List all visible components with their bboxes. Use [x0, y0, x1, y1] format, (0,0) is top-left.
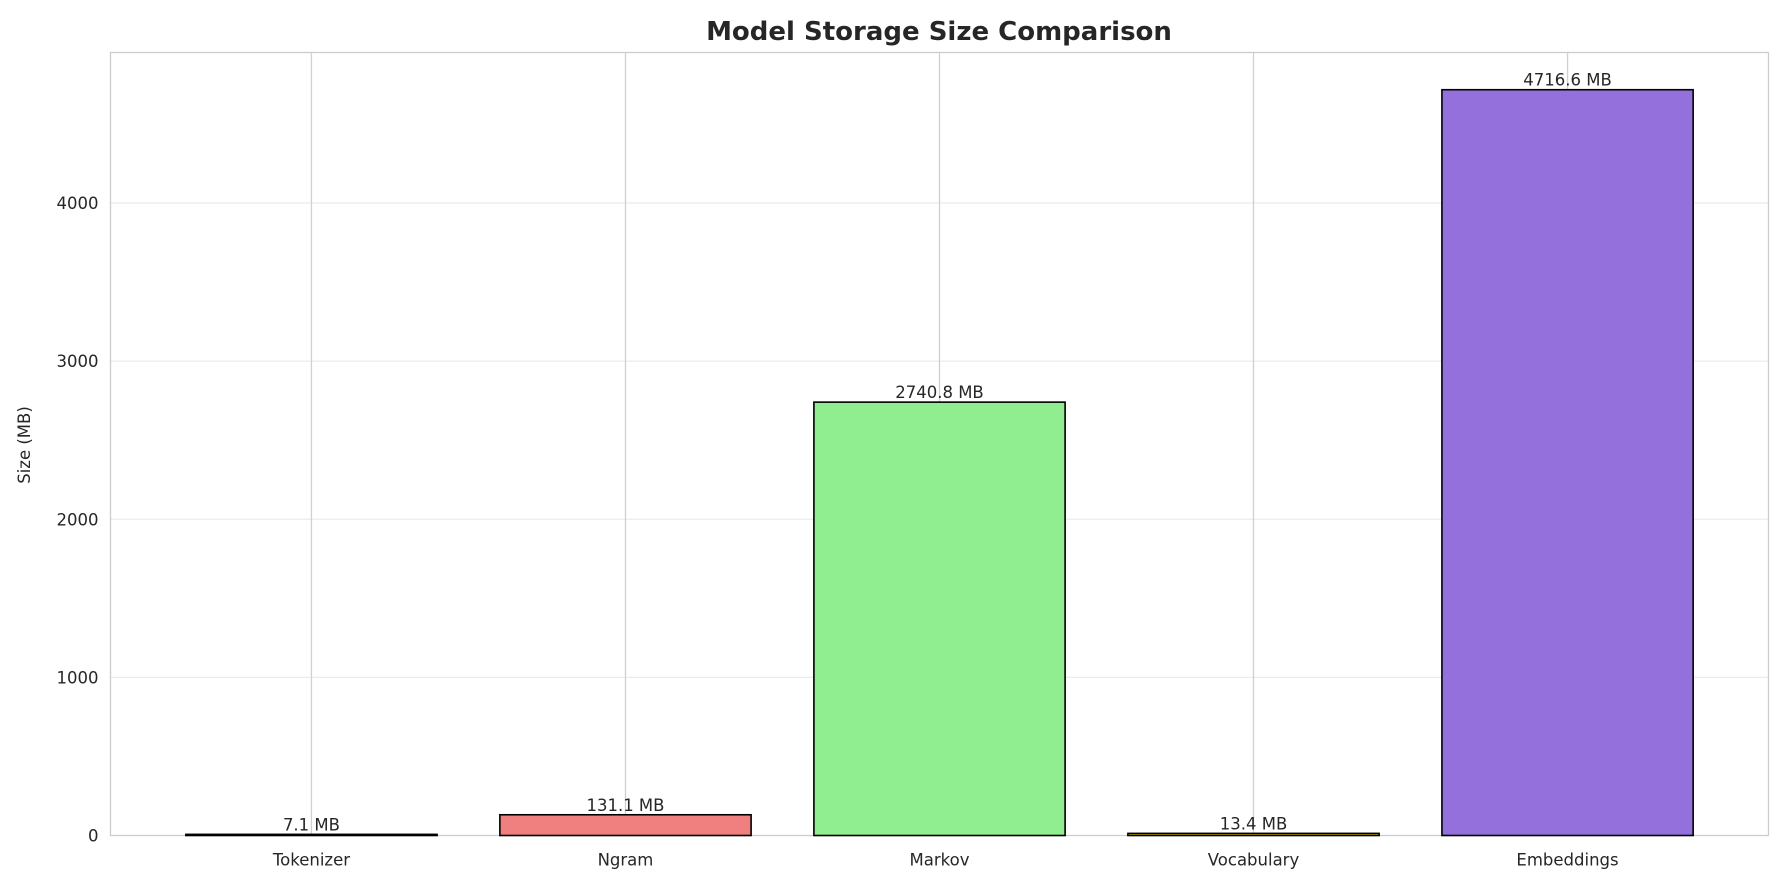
- bar-tokenizer: [185, 833, 438, 837]
- y-tick-label: 1000: [57, 668, 99, 687]
- x-tick-label: Vocabulary: [1208, 851, 1300, 870]
- bars: 7.1 MB 131.1 MB 2740.8 MB 13.4 MB 4716.6 MB: [185, 71, 1694, 837]
- y-tick-label: 3000: [57, 352, 99, 371]
- x-tick-label: Markov: [910, 851, 970, 870]
- y-tick-label: 2000: [57, 510, 99, 529]
- x-tick-label: Embeddings: [1516, 851, 1618, 870]
- data-label: 4716.6 MB: [1523, 71, 1612, 90]
- data-label: 7.1 MB: [283, 815, 340, 834]
- data-label: 131.1 MB: [586, 796, 664, 815]
- y-tick-label: 0: [88, 827, 99, 846]
- axis-ticks: 0 1000 2000 3000 4000 Tokenizer Ngram Markov Voc…: [57, 194, 1619, 869]
- chart-title: Model Storage Size Comparison: [706, 17, 1172, 47]
- x-tick-label: Tokenizer: [272, 851, 350, 870]
- bar-markov: [813, 401, 1066, 837]
- data-label: 2740.8 MB: [895, 383, 984, 402]
- x-tick-label: Ngram: [598, 851, 654, 870]
- bar-ngram: [499, 813, 752, 837]
- bar-embeddings: [1441, 88, 1694, 837]
- data-label: 13.4 MB: [1220, 814, 1288, 833]
- bar-vocabulary: [1127, 832, 1380, 837]
- y-tick-label: 4000: [57, 194, 99, 213]
- y-axis-label: Size (MB): [15, 406, 34, 484]
